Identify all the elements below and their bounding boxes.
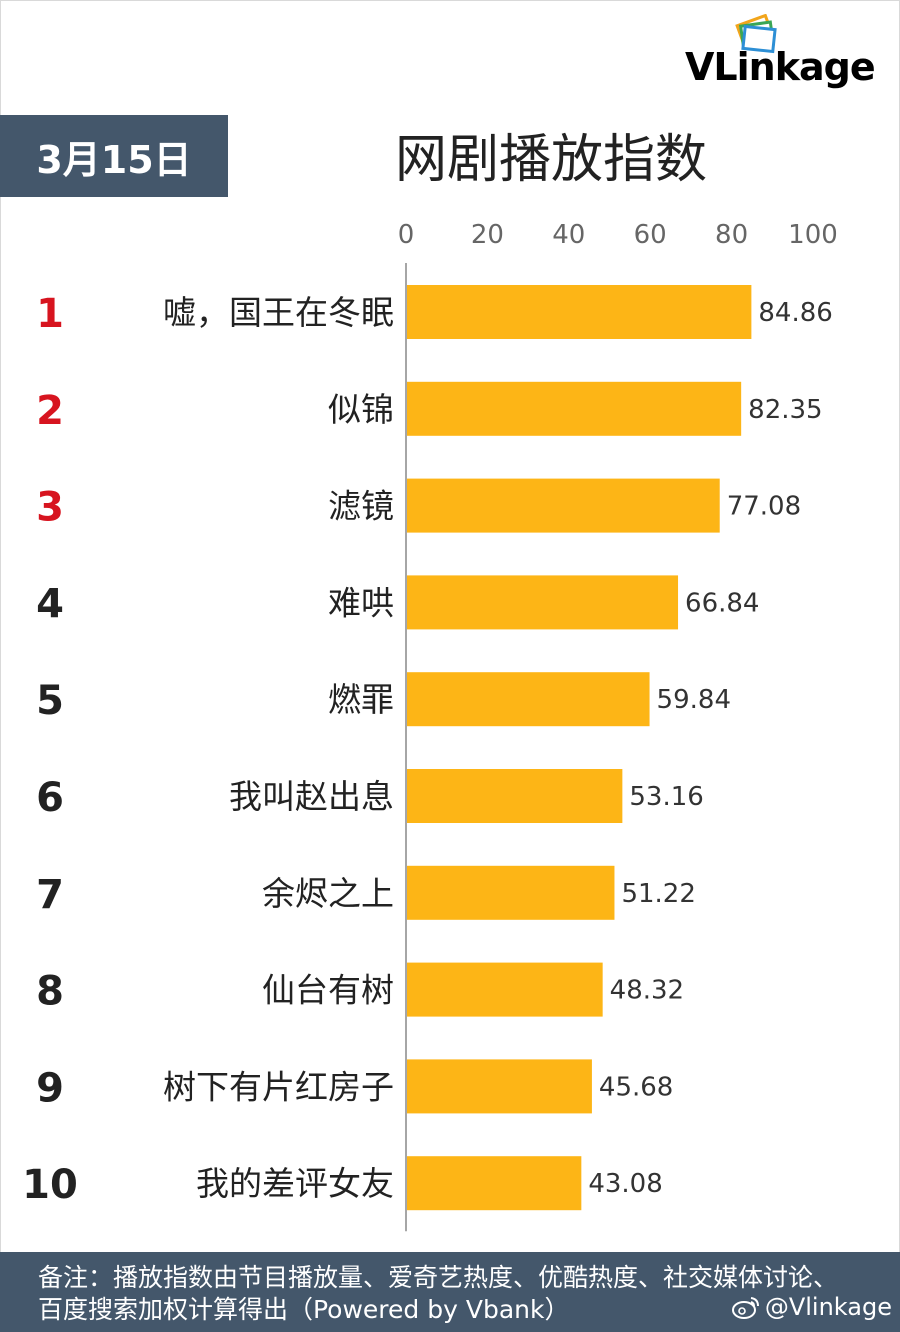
bar: [407, 575, 679, 630]
rank-number: 8: [36, 969, 64, 1015]
bar-value-label: 59.84: [657, 685, 731, 715]
category-label: 难哄: [328, 583, 394, 622]
rank-number: 9: [36, 1065, 64, 1111]
category-label: 我的差评女友: [196, 1164, 394, 1203]
logo-cards-icon: [735, 14, 777, 54]
footer-note: 备注：播放指数由节目播放量、爱奇艺热度、优酷热度、社交媒体讨论、百度搜索加权计算…: [0, 1252, 900, 1332]
bar-value-label: 84.86: [758, 298, 832, 328]
category-label: 似锦: [328, 390, 394, 429]
bar: [407, 381, 742, 436]
bar-value-label: 82.35: [748, 395, 822, 425]
chart-title: 网剧播放指数: [395, 130, 708, 190]
category-label: 嘘，国王在冬眠: [163, 293, 394, 332]
bar: [407, 478, 720, 533]
bar: [407, 865, 615, 920]
bar-value-label: 53.16: [629, 782, 703, 812]
logo-text: VLinkage: [685, 45, 876, 89]
weibo-handle-text: @Vlinkage: [764, 1293, 892, 1321]
rank-number: 3: [36, 485, 64, 531]
x-tick-label: 20: [471, 220, 504, 250]
x-tick-label: 40: [552, 220, 585, 250]
x-tick-label: 0: [398, 220, 415, 250]
date-badge: 3月15日: [0, 115, 228, 197]
category-label: 燃罪: [328, 680, 394, 719]
bar: [407, 672, 650, 727]
bar-value-label: 45.68: [599, 1072, 673, 1102]
bar-chart: 0 20 40 60 80 100 84.86 嘘，国王在冬眠 1 82.35 似锦 2 77.08 滤镜…: [22, 220, 838, 1232]
category-label: 滤镜: [328, 487, 394, 526]
x-tick-label: 60: [634, 220, 667, 250]
category-label: 仙台有树: [262, 971, 394, 1010]
rank-number: 2: [36, 388, 64, 434]
category-label: 树下有片红房子: [163, 1067, 394, 1106]
rank-number: 10: [22, 1162, 78, 1208]
rank-number: 5: [36, 678, 64, 724]
bar-value-label: 51.22: [621, 879, 695, 909]
rank-number: 6: [36, 775, 64, 821]
vlinkage-logo: [735, 14, 777, 54]
rank-number: 4: [36, 581, 64, 627]
rank-number: 1: [36, 291, 64, 337]
x-tick-label: 80: [715, 220, 748, 250]
bar: [407, 962, 603, 1017]
x-tick-label: 100: [788, 220, 838, 250]
category-label: 我叫赵出息: [229, 777, 394, 816]
bar: [407, 285, 752, 339]
bar: [407, 769, 623, 823]
bar: [407, 1059, 592, 1114]
rank-number: 7: [36, 872, 64, 918]
weibo-handle[interactable]: @Vlinkage: [731, 1293, 892, 1321]
bar: [407, 1156, 582, 1211]
bar-value-label: 43.08: [588, 1169, 662, 1199]
category-label: 余烬之上: [262, 874, 394, 913]
bar-value-label: 48.32: [610, 976, 684, 1006]
bar-value-label: 66.84: [685, 588, 759, 618]
bar-value-label: 77.08: [727, 492, 801, 522]
weibo-icon: [731, 1297, 759, 1319]
